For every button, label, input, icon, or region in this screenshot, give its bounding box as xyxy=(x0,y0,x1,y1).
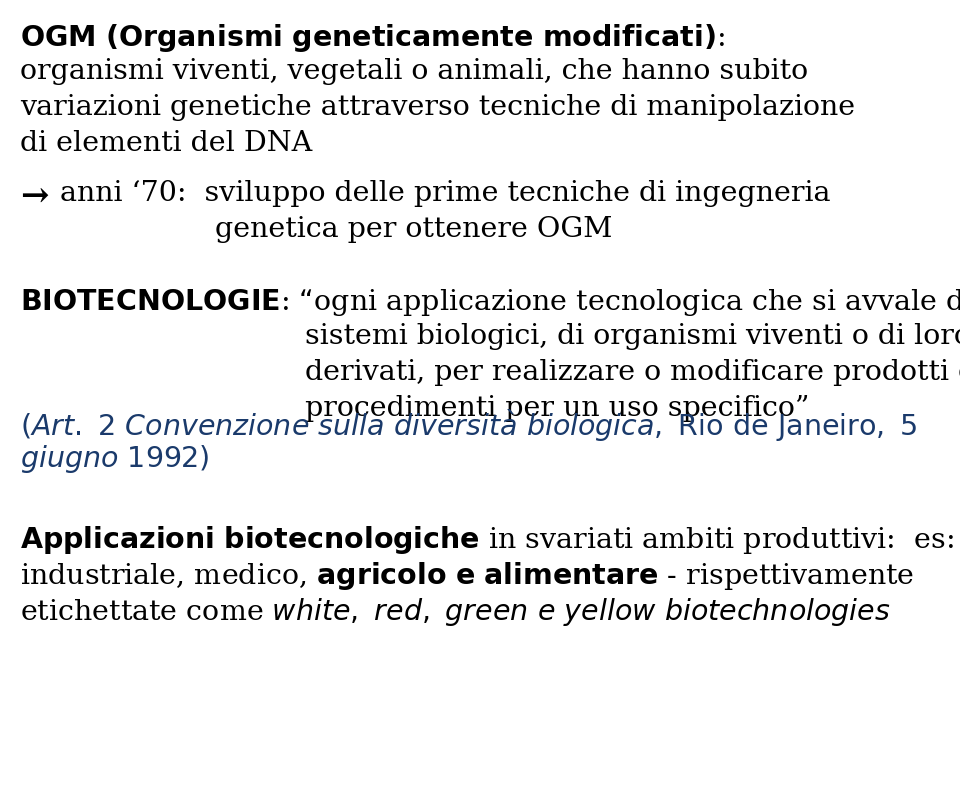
Text: derivati, per realizzare o modificare prodotti o: derivati, per realizzare o modificare pr… xyxy=(305,359,960,386)
Text: organismi viventi, vegetali o animali, che hanno subito: organismi viventi, vegetali o animali, c… xyxy=(20,58,808,85)
Text: $\mathit{(Art.\ 2\ Convenzione\ sulla\ diversit\`{a}\ biologica,}$$\mathrm{\ Rio: $\mathit{(Art.\ 2\ Convenzione\ sulla\ d… xyxy=(20,407,918,444)
Text: industriale, medico, $\mathbf{agricolo\ e\ alimentare}$ - rispettivamente: industriale, medico, $\mathbf{agricolo\ … xyxy=(20,560,914,592)
Text: procedimenti per un uso specifico”: procedimenti per un uso specifico” xyxy=(305,395,809,422)
Text: $\mathit{giugno\ 1992)}$: $\mathit{giugno\ 1992)}$ xyxy=(20,443,209,475)
Text: sistemi biologici, di organismi viventi o di loro: sistemi biologici, di organismi viventi … xyxy=(305,323,960,350)
Text: →: → xyxy=(20,180,49,213)
Text: variazioni genetiche attraverso tecniche di manipolazione: variazioni genetiche attraverso tecniche… xyxy=(20,94,855,121)
Text: $\mathbf{BIOTECNOLOGIE}$: “ogni applicazione tecnologica che si avvale di: $\mathbf{BIOTECNOLOGIE}$: “ogni applicaz… xyxy=(20,287,960,318)
Text: di elementi del DNA: di elementi del DNA xyxy=(20,130,312,157)
Text: $\mathbf{Applicazioni\ biotecnologiche}$ in svariati ambiti produttivi:  es:: $\mathbf{Applicazioni\ biotecnologiche}$… xyxy=(20,524,954,556)
Text: etichettate come $\mathit{white,\ red,}$ $\mathbf{\mathit{green\ e\ yellow\ biot: etichettate come $\mathit{white,\ red,}$… xyxy=(20,596,891,628)
Text: $\mathbf{OGM}$ $\mathbf{(Organismi\ geneticamente\ modificati)}$:: $\mathbf{OGM}$ $\mathbf{(Organismi\ gene… xyxy=(20,22,725,54)
Text: anni ‘70:  sviluppo delle prime tecniche di ingegneria: anni ‘70: sviluppo delle prime tecniche … xyxy=(60,180,830,207)
Text: genetica per ottenere OGM: genetica per ottenere OGM xyxy=(215,216,612,243)
